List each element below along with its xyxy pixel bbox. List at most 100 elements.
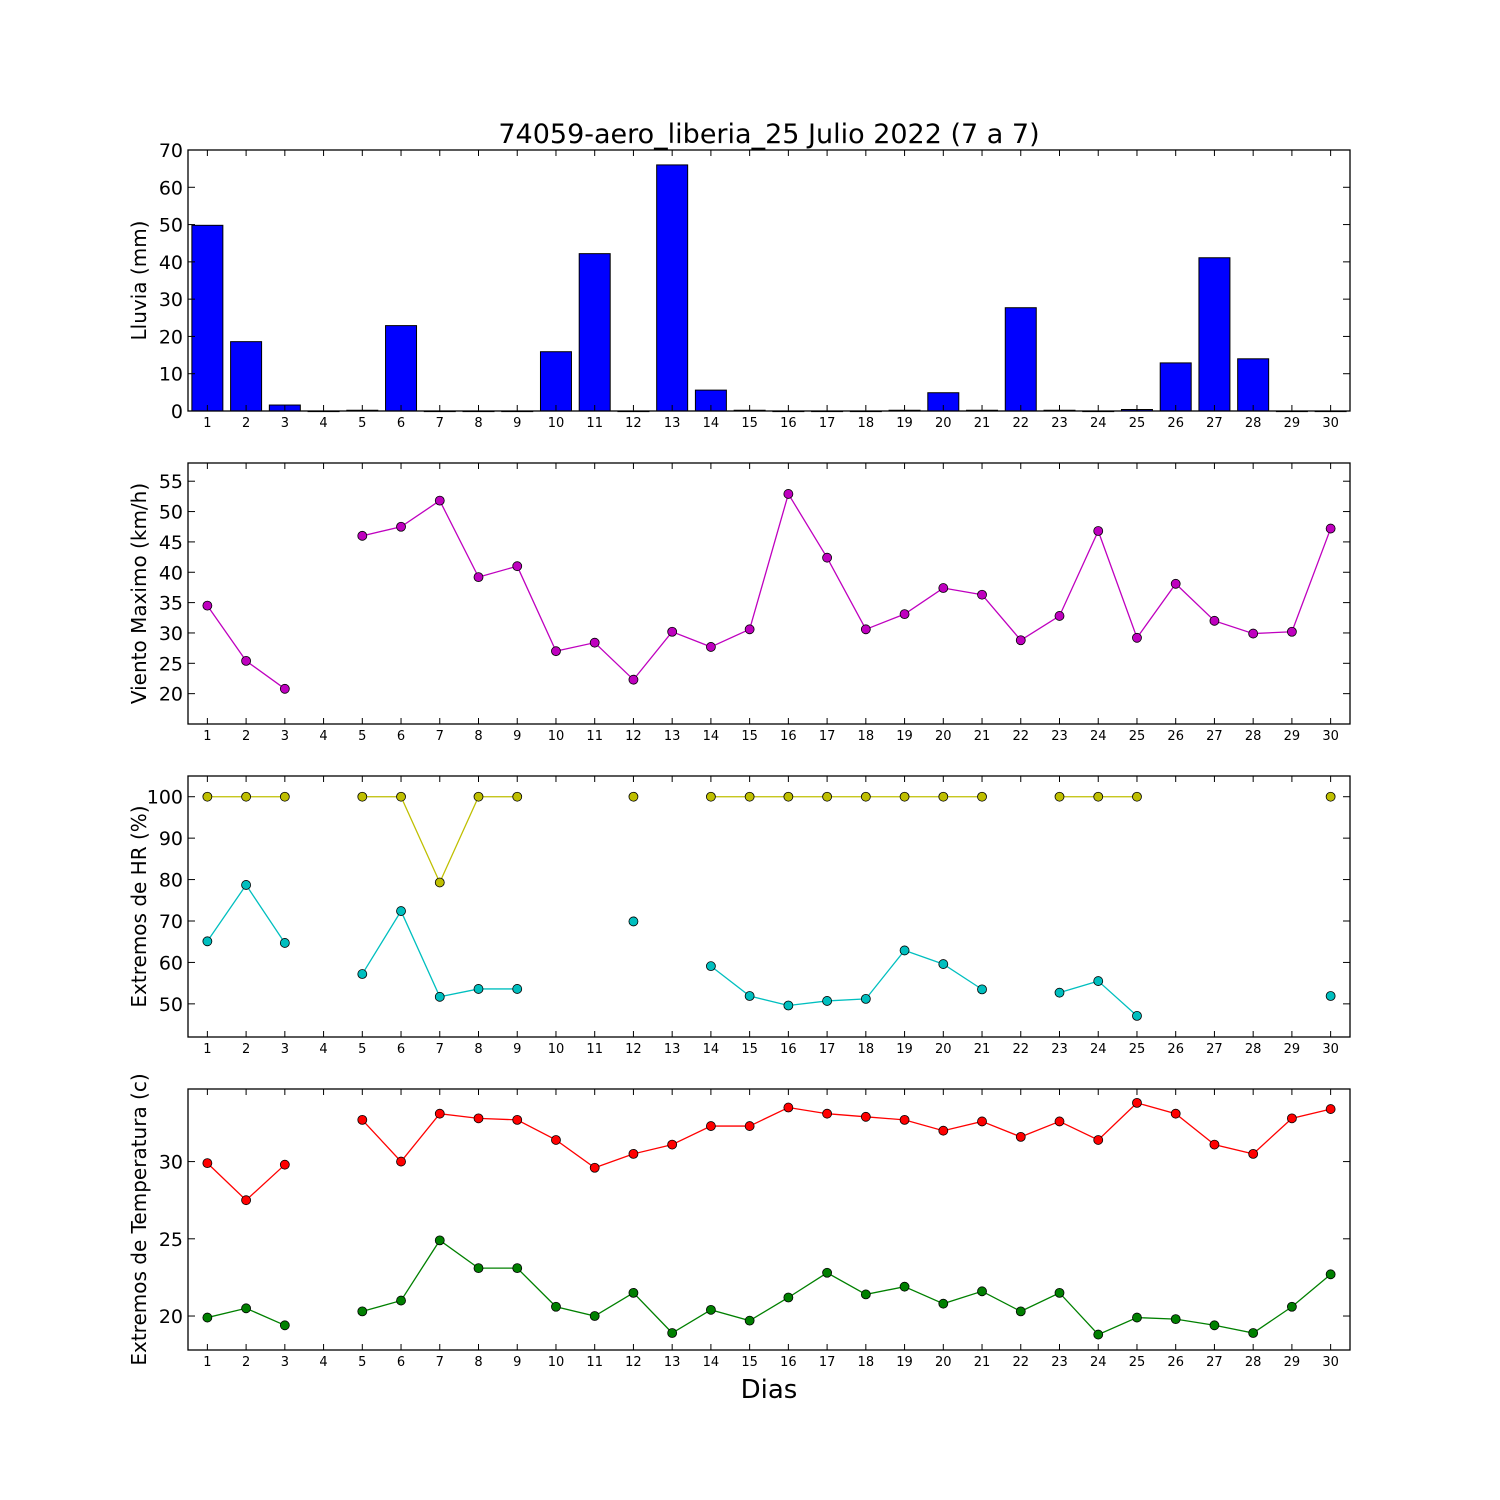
bar-day-10 (539, 351, 572, 412)
x-tick-label: 26 (1167, 729, 1184, 744)
y-tick-label: 20 (159, 1306, 183, 1328)
x-tick-label: 11 (586, 1042, 603, 1057)
x-tick-label: 13 (664, 1355, 681, 1370)
y-tick-label: 70 (159, 911, 183, 933)
x-tick-label: 7 (436, 729, 444, 744)
series-2-point-day-8 (473, 1263, 484, 1274)
series-2-point-day-14 (706, 961, 716, 972)
subplot-2-y-axis-label: Viento Maximo (km/h) (127, 483, 151, 704)
series-1-point-day-1 (202, 600, 213, 611)
y-tick-label: 50 (159, 502, 183, 524)
x-tick-label: 23 (1051, 1042, 1068, 1057)
series-1-point-day-17 (822, 1108, 832, 1119)
x-tick-label: 2 (242, 729, 250, 744)
x-tick-label: 30 (1322, 1042, 1339, 1057)
x-tick-label: 30 (1322, 416, 1339, 431)
series-1-point-day-11 (589, 637, 600, 648)
series-1-point-day-2 (241, 655, 252, 666)
bar-day-28 (1237, 358, 1270, 412)
series-1-point-day-12 (628, 791, 639, 802)
x-tick-label: 24 (1090, 729, 1107, 744)
x-tick-label: 4 (319, 416, 327, 431)
y-tick-label: 30 (159, 623, 183, 645)
x-tick-label: 27 (1206, 1042, 1223, 1057)
series-2-point-day-13 (667, 1328, 678, 1338)
series-1-point-day-19 (899, 1114, 910, 1125)
y-tick-label: 50 (159, 215, 183, 237)
x-tick-label: 8 (474, 416, 482, 431)
bar-day-13 (656, 164, 689, 412)
series-2-point-day-7 (434, 991, 445, 1002)
y-tick-label: 40 (159, 252, 183, 274)
series-2-point-day-5 (357, 969, 368, 979)
x-tick-label: 18 (858, 416, 875, 431)
x-tick-label: 28 (1245, 416, 1262, 431)
x-tick-label: 23 (1051, 729, 1068, 744)
subplot-3-frame (187, 775, 1351, 1038)
series-2-point-day-3 (279, 1320, 290, 1331)
x-tick-label: 23 (1051, 1355, 1068, 1370)
x-tick-label: 27 (1206, 1355, 1223, 1370)
x-tick-label: 25 (1129, 1355, 1146, 1370)
series-2-point-day-17 (822, 996, 832, 1006)
series-2-point-day-18 (860, 993, 871, 1004)
x-tick-label: 14 (703, 416, 720, 431)
series-1-point-day-29 (1287, 1113, 1297, 1124)
series-1-point-day-19 (899, 609, 910, 620)
x-tick-label: 4 (319, 729, 327, 744)
series-2-point-day-14 (706, 1304, 716, 1315)
subplots: 1 2 3 4 5 6 7 8 9 10 11 12 13 14 15 16 17 18 19 20 21 22 23 24 2… (127, 140, 1351, 1370)
series-1-point-day-21 (977, 1116, 987, 1127)
series-1-point-day-20 (938, 791, 949, 802)
series-1-point-day-16 (783, 1102, 794, 1113)
series-1-point-day-14 (706, 791, 716, 802)
subplot-4-y-axis-label: Extremos de Temperatura (c) (127, 1073, 151, 1365)
x-tick-label: 9 (513, 416, 521, 431)
y-tick-label: 20 (159, 326, 183, 348)
x-tick-label: 29 (1284, 1042, 1301, 1057)
series-1-point-day-30 (1325, 523, 1336, 534)
x-tick-label: 25 (1129, 729, 1146, 744)
x-tick-label: 12 (625, 416, 642, 431)
series-2-point-day-2 (241, 1303, 252, 1314)
x-tick-label: 14 (703, 1042, 720, 1057)
y-tick-label: 25 (159, 1229, 183, 1251)
series-1-point-day-2 (241, 1195, 252, 1206)
x-tick-label: 21 (974, 1355, 991, 1370)
series-1-point-day-12 (628, 1148, 639, 1159)
x-tick-label: 10 (548, 729, 565, 744)
series-1-point-day-7 (434, 877, 445, 888)
series-2-point-day-16 (783, 1292, 794, 1303)
y-tick-label: 0 (171, 401, 183, 423)
series-2-point-day-20 (938, 1298, 949, 1309)
x-tick-label: 17 (819, 1042, 836, 1057)
series-2-point-day-28 (1248, 1328, 1259, 1338)
x-tick-label: 6 (397, 729, 405, 744)
series-2-point-day-10 (551, 1301, 561, 1312)
x-tick-label: 16 (780, 416, 797, 431)
y-tick-label: 10 (159, 364, 183, 386)
x-tick-label: 8 (474, 729, 482, 744)
y-tick-label: 100 (147, 787, 183, 809)
subplot-1-y-axis-label: Lluvia (mm) (127, 221, 151, 341)
series-1-point-day-21 (977, 589, 987, 600)
series-1-point-day-17 (822, 791, 832, 802)
x-tick-label: 6 (397, 416, 405, 431)
x-tick-label: 10 (548, 1355, 565, 1370)
series-1-point-day-9 (512, 1114, 523, 1125)
x-tick-label: 5 (358, 729, 366, 744)
series-1-point-day-28 (1248, 1148, 1259, 1159)
subplot-2: 1 2 3 4 5 6 7 8 9 10 11 12 13 14 15 16 17 18 19 20 21 22 23 24 2… (127, 462, 1351, 744)
y-tick-label: 25 (159, 653, 183, 675)
series-1-line (362, 492, 1332, 681)
series-2-point-day-11 (589, 1311, 600, 1321)
series-1-point-day-30 (1325, 791, 1336, 802)
x-tick-label: 17 (819, 416, 836, 431)
y-tick-label: 30 (159, 289, 183, 311)
series-1-point-day-23 (1054, 1116, 1065, 1127)
series-1-point-day-1 (202, 1158, 213, 1169)
x-tick-label: 8 (474, 1355, 482, 1370)
series-2-line (362, 1239, 1332, 1336)
